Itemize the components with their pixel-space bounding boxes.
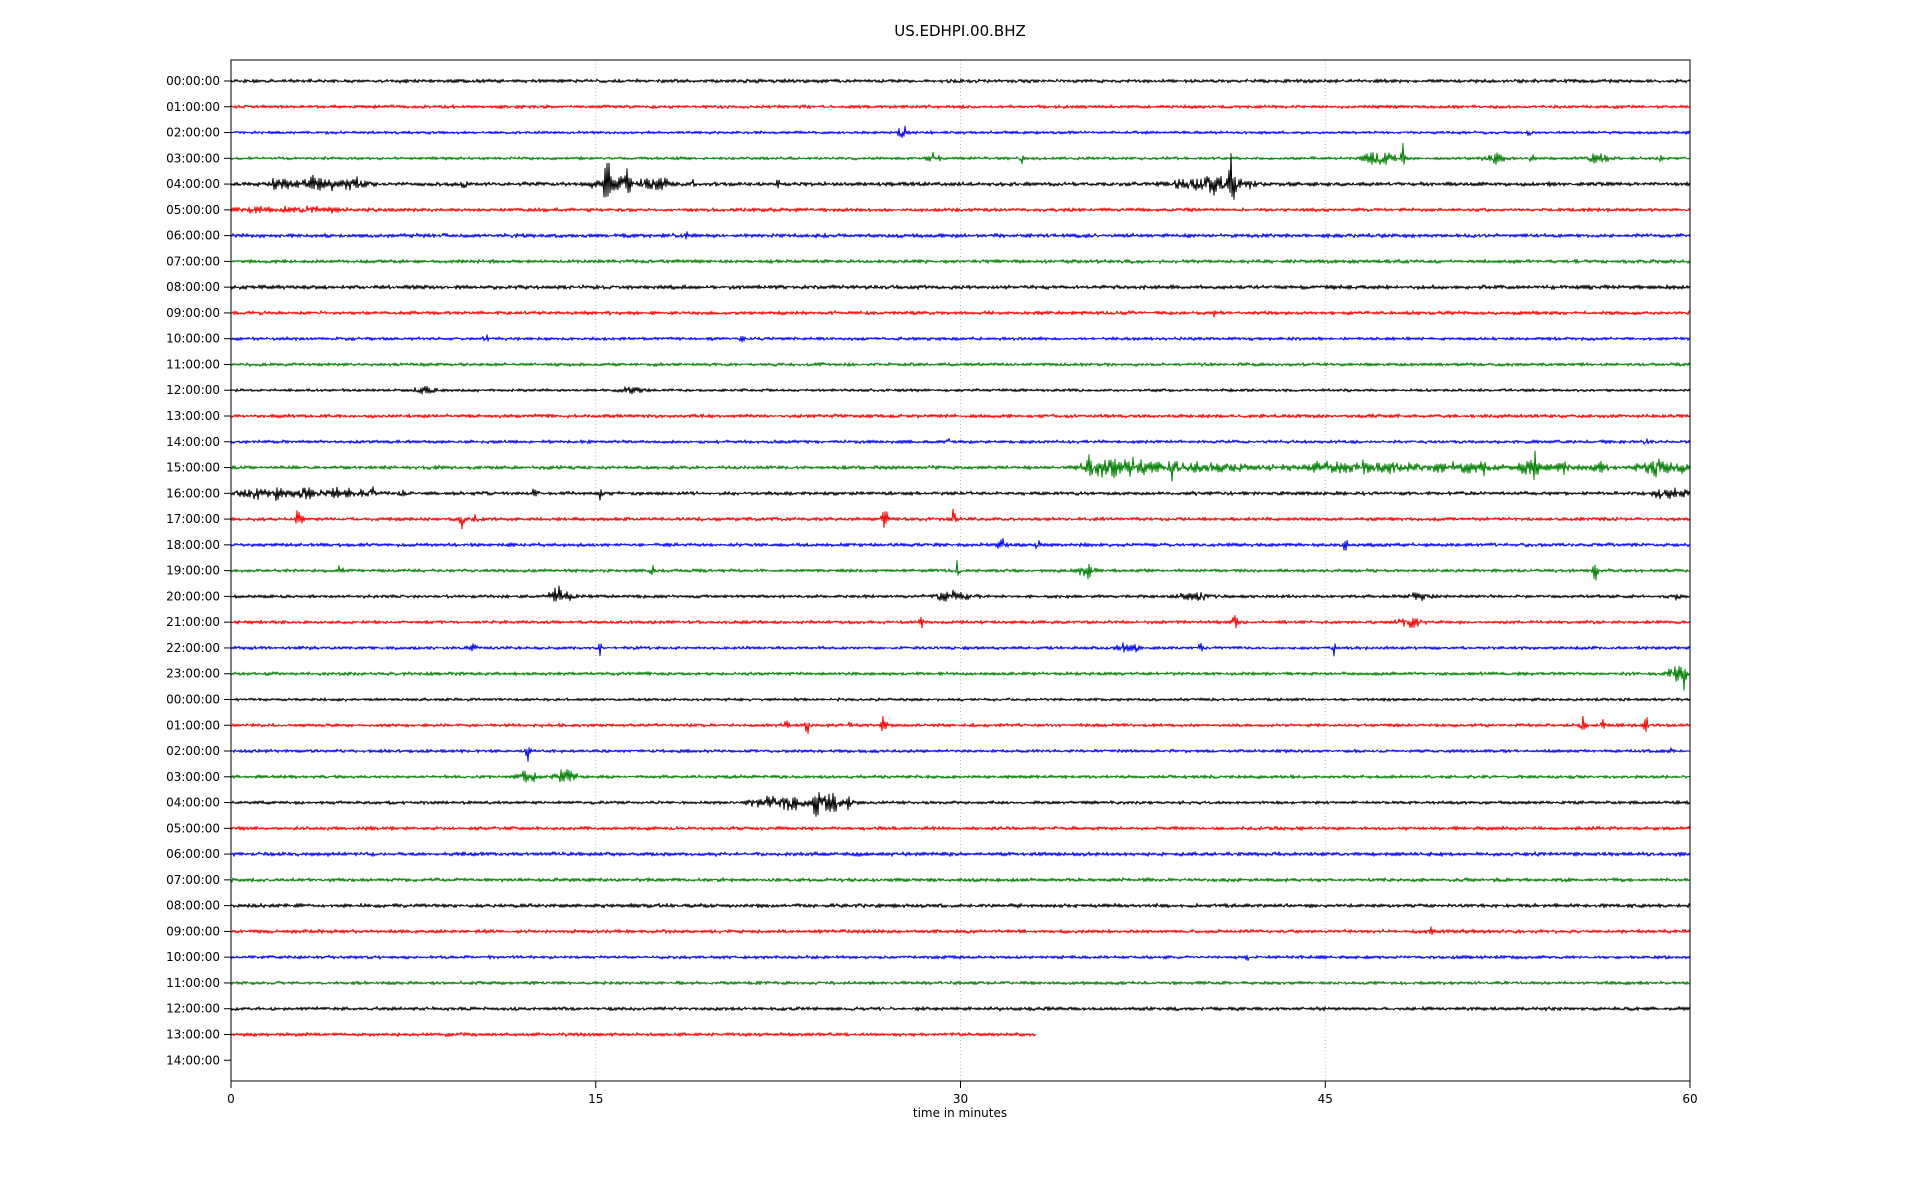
trace-rows <box>230 78 1691 1038</box>
trace-row-3-03:00:00 <box>230 142 1691 165</box>
trace-row-32-08:00:00 <box>230 902 1691 909</box>
plot-frame <box>230 59 1691 1082</box>
trace-row-24-00:00:00 <box>230 697 1691 702</box>
trace-row-9-09:00:00 <box>230 310 1691 318</box>
y-tick-label: 05:00:00 <box>166 203 220 217</box>
trace-row-25-01:00:00 <box>230 715 1691 734</box>
trace-row-33-09:00:00 <box>230 926 1691 936</box>
trace-row-27-03:00:00 <box>230 769 1691 783</box>
trace-row-0-00:00:00 <box>230 78 1691 84</box>
y-tick-label: 07:00:00 <box>166 873 220 887</box>
y-tick-label: 14:00:00 <box>166 435 220 449</box>
trace-row-18-18:00:00 <box>230 537 1691 551</box>
y-tick-label: 08:00:00 <box>166 899 220 913</box>
y-tick-label: 17:00:00 <box>166 512 220 526</box>
y-axis: 00:00:00 01:00:00 02:00:00 03:00:00 04:00:00… <box>166 74 231 1067</box>
y-tick-label: 16:00:00 <box>166 486 220 500</box>
trace-row-29-05:00:00 <box>230 825 1691 831</box>
trace-row-14-14:00:00 <box>230 438 1691 445</box>
y-tick-label: 13:00:00 <box>166 1027 220 1041</box>
trace-row-4-04:00:00 <box>230 153 1691 200</box>
y-tick-label: 06:00:00 <box>166 229 220 243</box>
y-tick-label: 07:00:00 <box>166 254 220 268</box>
y-tick-label: 00:00:00 <box>166 692 220 706</box>
y-tick-label: 06:00:00 <box>166 847 220 861</box>
trace-row-34-10:00:00 <box>230 954 1691 962</box>
x-axis: 0 15 30 45 60 <box>227 1081 1698 1106</box>
x-axis-label: time in minutes <box>913 1106 1007 1120</box>
y-tick-label: 11:00:00 <box>166 357 220 371</box>
trace-row-28-04:00:00 <box>230 792 1691 817</box>
y-tick-label: 00:00:00 <box>166 74 220 88</box>
trace-row-19-19:00:00 <box>230 560 1691 581</box>
trace-row-6-06:00:00 <box>230 231 1691 240</box>
trace-row-20-20:00:00 <box>230 585 1691 602</box>
trace-row-1-01:00:00 <box>230 104 1691 110</box>
trace-row-7-07:00:00 <box>230 258 1691 264</box>
y-tick-label: 05:00:00 <box>166 821 220 835</box>
trace-row-13-13:00:00 <box>230 413 1691 419</box>
trace-row-37-13:00:00 <box>230 1031 1037 1038</box>
x-tick-label: 15 <box>588 1092 603 1106</box>
y-tick-label: 01:00:00 <box>166 100 220 114</box>
y-tick-label: 09:00:00 <box>166 306 220 320</box>
chart-title: US.EDHPI.00.BHZ <box>894 22 1026 40</box>
y-tick-label: 12:00:00 <box>166 383 220 397</box>
trace-row-26-02:00:00 <box>230 747 1691 762</box>
y-tick-label: 02:00:00 <box>166 744 220 758</box>
trace-row-11-11:00:00 <box>230 362 1691 367</box>
y-tick-label: 20:00:00 <box>166 589 220 603</box>
trace-row-2-02:00:00 <box>230 125 1691 138</box>
trace-row-30-06:00:00 <box>230 851 1691 857</box>
y-tick-label: 02:00:00 <box>166 126 220 140</box>
y-tick-label: 04:00:00 <box>166 796 220 810</box>
trace-row-23-23:00:00 <box>230 665 1691 691</box>
x-tick-label: 45 <box>1318 1092 1333 1106</box>
x-tick-label: 60 <box>1682 1092 1697 1106</box>
trace-row-35-11:00:00 <box>230 980 1691 986</box>
y-tick-label: 19:00:00 <box>166 564 220 578</box>
y-tick-label: 10:00:00 <box>166 950 220 964</box>
y-tick-label: 08:00:00 <box>166 280 220 294</box>
trace-row-36-12:00:00 <box>230 1006 1691 1012</box>
trace-row-8-08:00:00 <box>230 284 1691 291</box>
x-tick-label: 0 <box>227 1092 235 1106</box>
x-tick-label: 30 <box>953 1092 968 1106</box>
trace-row-31-07:00:00 <box>230 877 1691 883</box>
y-tick-label: 03:00:00 <box>166 770 220 784</box>
trace-row-10-10:00:00 <box>230 334 1691 343</box>
y-tick-label: 09:00:00 <box>166 924 220 938</box>
y-tick-label: 14:00:00 <box>166 1053 220 1067</box>
trace-row-5-05:00:00 <box>230 205 1691 214</box>
y-tick-label: 13:00:00 <box>166 409 220 423</box>
y-tick-label: 11:00:00 <box>166 976 220 990</box>
trace-row-16-16:00:00 <box>230 486 1691 502</box>
y-tick-label: 18:00:00 <box>166 538 220 552</box>
y-tick-label: 04:00:00 <box>166 177 220 191</box>
trace-row-12-12:00:00 <box>230 385 1691 395</box>
trace-row-15-15:00:00 <box>230 450 1691 482</box>
y-tick-label: 01:00:00 <box>166 718 220 732</box>
y-tick-label: 23:00:00 <box>166 667 220 681</box>
y-tick-label: 15:00:00 <box>166 461 220 475</box>
trace-row-21-21:00:00 <box>230 615 1691 629</box>
y-tick-label: 22:00:00 <box>166 641 220 655</box>
y-tick-label: 03:00:00 <box>166 151 220 165</box>
trace-row-17-17:00:00 <box>230 508 1691 530</box>
trace-row-22-22:00:00 <box>230 642 1691 657</box>
gridlines <box>595 60 1326 1081</box>
y-tick-label: 12:00:00 <box>166 1002 220 1016</box>
y-tick-label: 10:00:00 <box>166 332 220 346</box>
y-tick-label: 21:00:00 <box>166 615 220 629</box>
